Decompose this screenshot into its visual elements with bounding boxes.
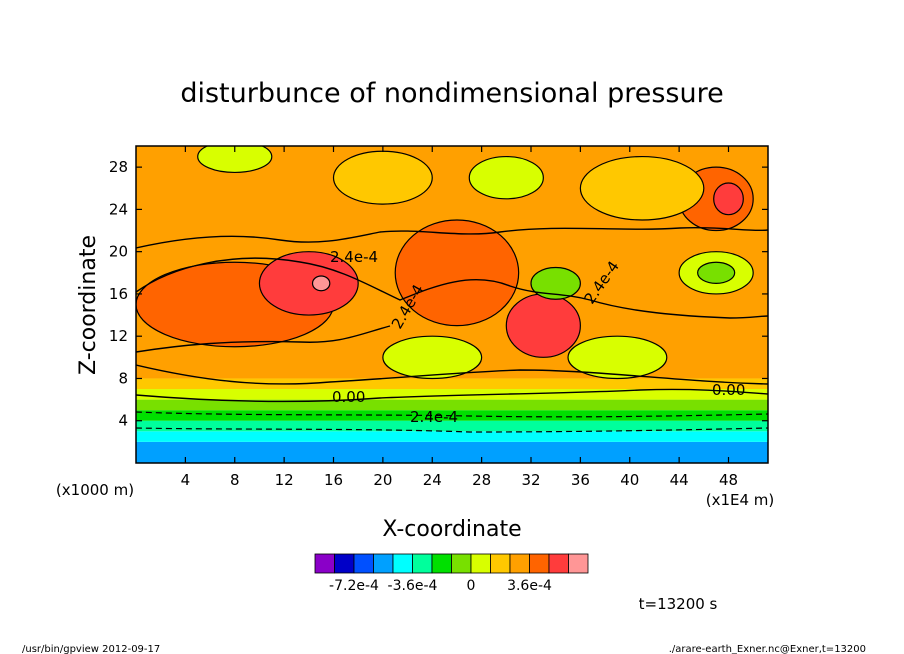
- colorbar-tick-label: -3.6e-4: [388, 578, 438, 594]
- x-tick-label: 12: [275, 471, 294, 489]
- colorbar-swatch: [431, 553, 452, 574]
- colorbar-swatch: [490, 553, 511, 574]
- color-patch: [579, 155, 705, 221]
- color-patch: [567, 335, 668, 380]
- contour-label: 2.4e-4: [330, 248, 378, 266]
- x-tick-label: 48: [719, 471, 738, 489]
- colorbar-swatch: [334, 553, 355, 574]
- x-tick-label: 16: [324, 471, 343, 489]
- time-label: t=13200 s: [639, 595, 718, 613]
- colorbar-swatch: [353, 553, 374, 574]
- color-patch: [382, 335, 483, 380]
- color-patch: [258, 251, 359, 316]
- color-band: [136, 378, 768, 390]
- color-patches: [136, 146, 754, 380]
- color-patch: [505, 293, 581, 358]
- x-axis-ticks: 4 8 12 16 20 24 28 32 36 40 44 48: [181, 146, 738, 489]
- colorbar-swatch: [470, 553, 491, 574]
- footer-left: /usr/bin/gpview 2012-09-17: [22, 644, 160, 654]
- color-patch: [713, 182, 744, 216]
- color-band: [136, 431, 768, 442]
- x-unit-left: (x1000 m): [56, 481, 134, 499]
- y-tick-label: 16: [109, 285, 128, 303]
- contour-label: 0.00: [712, 381, 745, 399]
- colorbar-tick-label: 0: [467, 578, 476, 594]
- color-patch: [697, 261, 736, 284]
- contour-label: 2.4e-4: [410, 408, 458, 426]
- plot-frame: [135, 145, 769, 464]
- footer-right: ./arare-earth_Exner.nc@Exner,t=13200: [669, 644, 866, 654]
- x-tick-label: 24: [423, 471, 442, 489]
- color-band: [136, 441, 768, 463]
- x-tick-label: 28: [472, 471, 491, 489]
- y-axis-label: Z-coordinate: [76, 235, 101, 375]
- y-tick-label: 4: [118, 412, 128, 430]
- y-tick-label: 12: [109, 327, 128, 345]
- colorbar-tick-label: -7.2e-4: [329, 578, 379, 594]
- chart-title: disturbunce of nondimensional pressure: [180, 78, 723, 109]
- colorbar-swatch: [509, 553, 530, 574]
- x-tick-label: 40: [620, 471, 639, 489]
- color-band: [136, 420, 768, 432]
- colorbar-swatch: [412, 553, 433, 574]
- y-tick-label: 8: [118, 369, 128, 387]
- color-patch: [332, 150, 433, 205]
- plot-area: [136, 146, 768, 463]
- contour-lines: [136, 226, 768, 403]
- x-tick-label: 32: [521, 471, 540, 489]
- y-tick-label: 28: [109, 158, 128, 176]
- x-tick-label: 4: [181, 471, 191, 489]
- colorbar-swatch: [529, 553, 550, 574]
- x-tick-label: 36: [571, 471, 590, 489]
- color-band: [136, 389, 768, 400]
- x-unit-right: (x1E4 m): [706, 491, 775, 509]
- x-tick-label: 44: [670, 471, 689, 489]
- colorbar-swatch: [314, 553, 335, 574]
- x-axis-label: X-coordinate: [382, 517, 521, 542]
- color-patch: [311, 275, 331, 292]
- x-tick-label: 20: [373, 471, 392, 489]
- colorbar-swatch: [451, 553, 472, 574]
- colorbar-tick-label: 3.6e-4: [507, 578, 552, 594]
- x-tick-label: 8: [230, 471, 240, 489]
- colorbar-labels: -7.2e-4 -3.6e-4 0 3.6e-4: [329, 578, 552, 594]
- color-patch: [197, 146, 273, 174]
- contour-label: 0.00: [332, 388, 365, 406]
- y-axis-ticks: 4 8 12 16 20 24 28: [109, 158, 768, 430]
- dashed-contours: [136, 411, 768, 433]
- color-patch: [394, 219, 520, 327]
- color-band: [136, 399, 768, 411]
- colorbar-swatch: [548, 553, 569, 574]
- color-patch: [530, 266, 581, 300]
- color-patch: [468, 155, 544, 200]
- y-tick-label: 20: [109, 243, 128, 261]
- y-tick-label: 24: [109, 200, 128, 218]
- colorbar-swatch: [568, 553, 589, 574]
- colorbar: [314, 553, 589, 574]
- colorbar-swatch: [373, 553, 394, 574]
- colorbar-swatch: [392, 553, 413, 574]
